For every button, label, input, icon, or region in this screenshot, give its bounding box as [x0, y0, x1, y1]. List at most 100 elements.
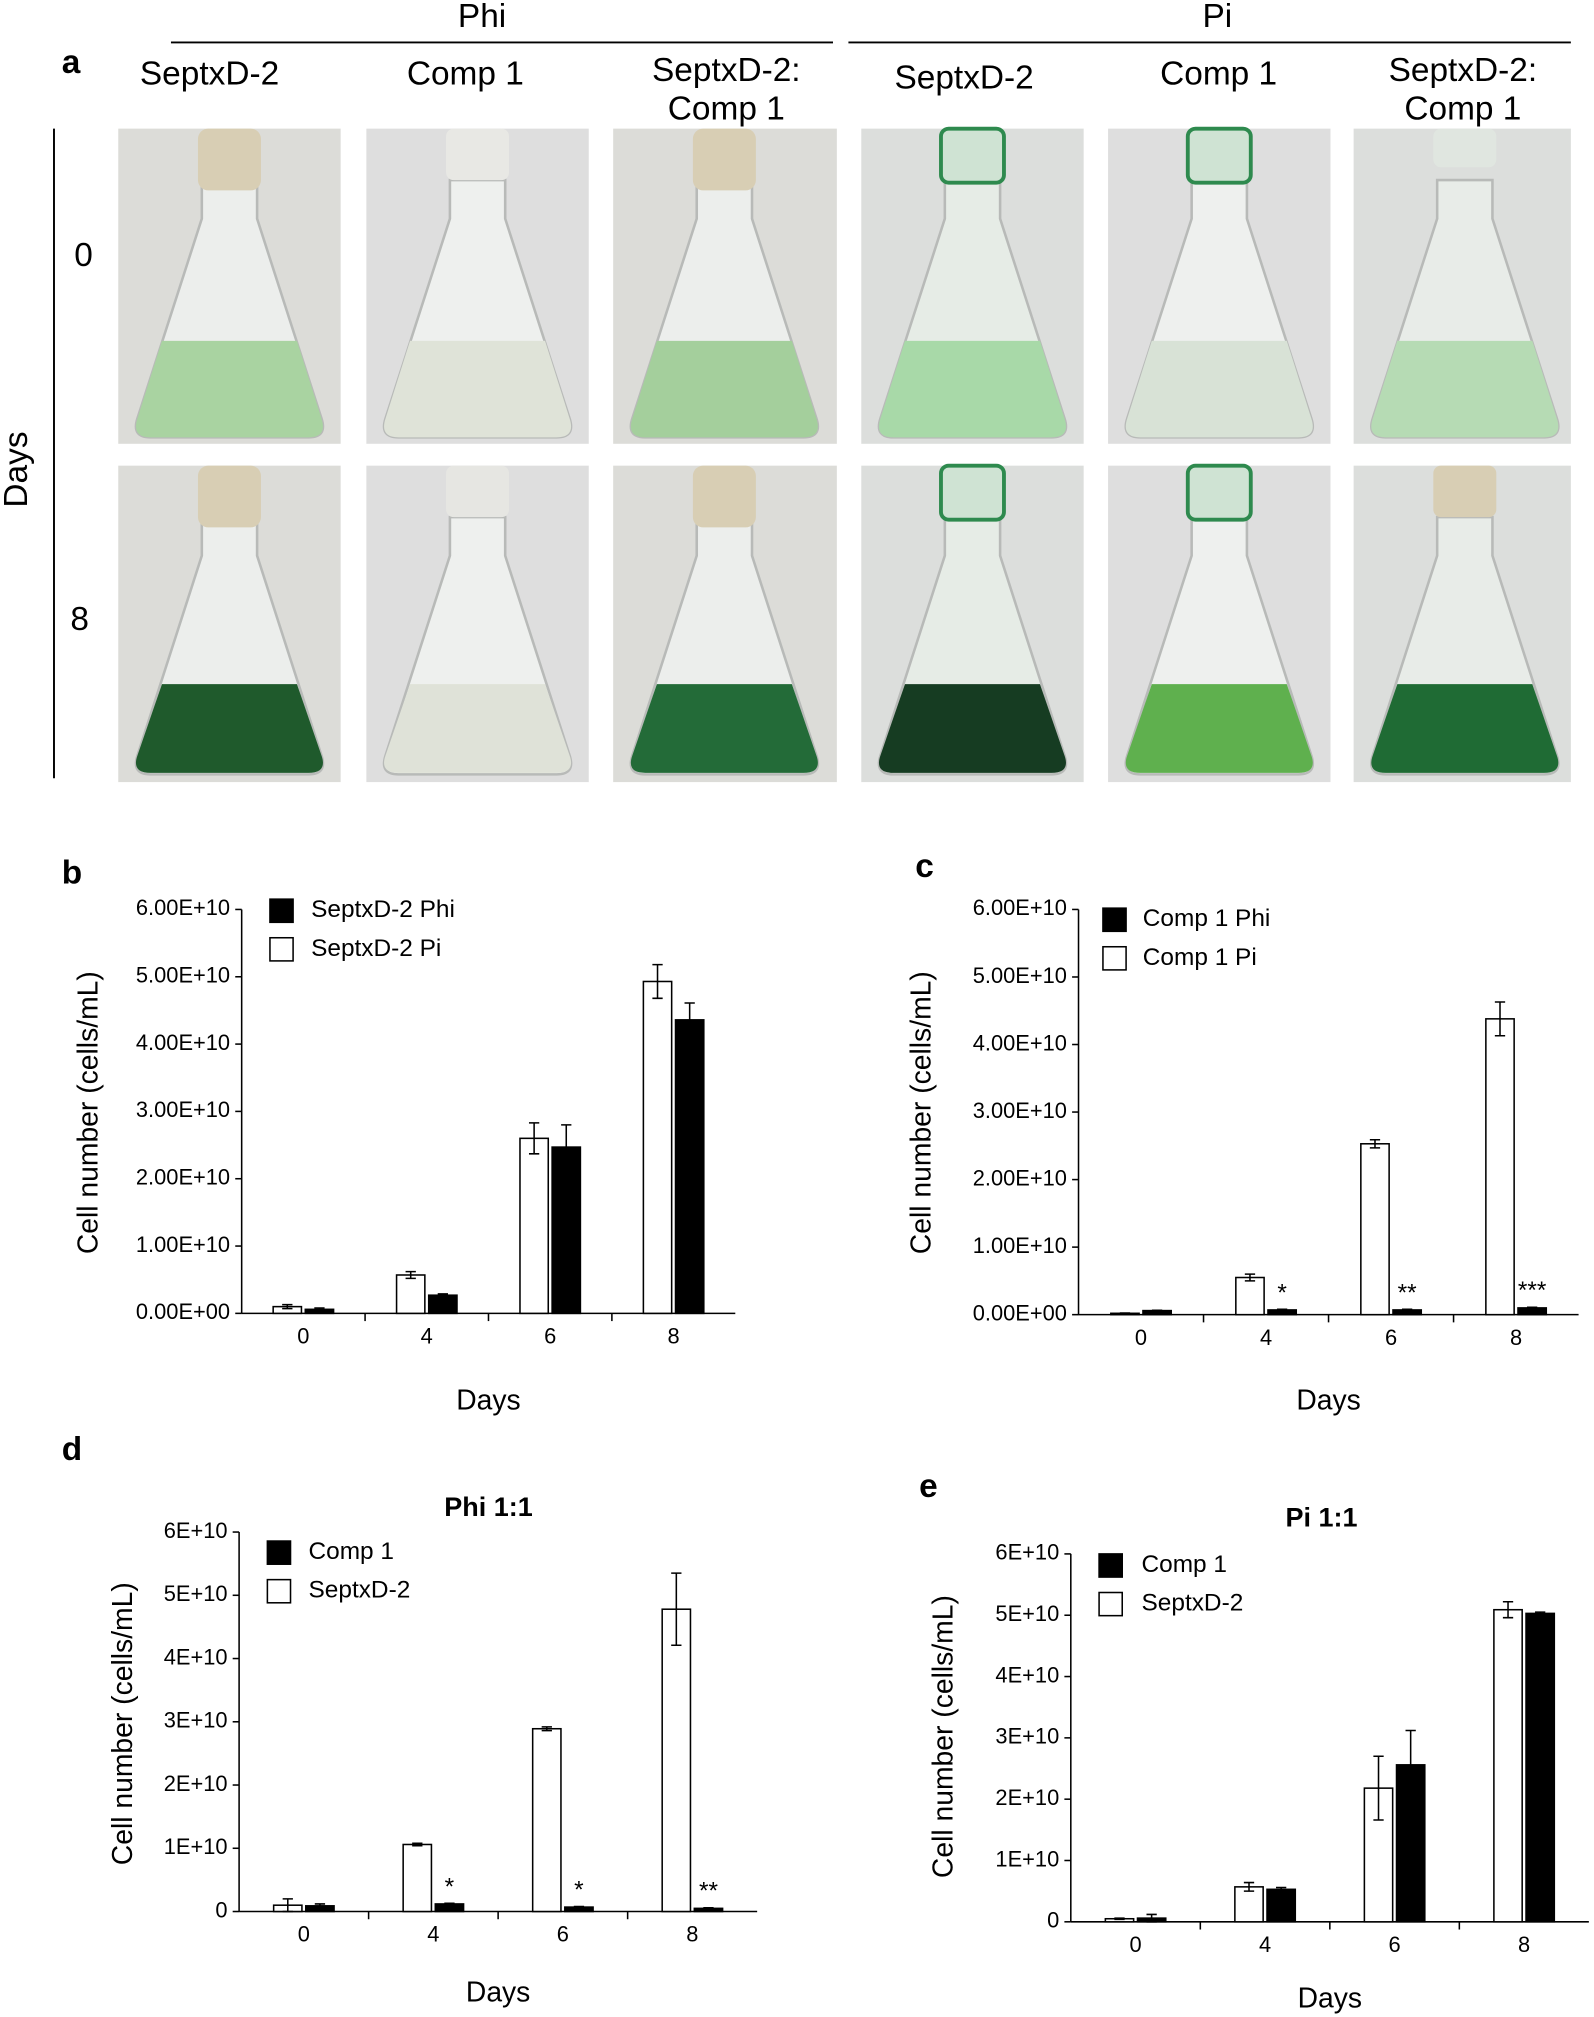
flask-photo — [1353, 128, 1571, 444]
x-tick-label: 6 — [1389, 1932, 1401, 1957]
legend-label: Comp 1 — [309, 1538, 394, 1565]
legend-swatch — [269, 936, 294, 962]
y-tick-label: 0 — [215, 1897, 227, 1922]
bar — [1485, 1018, 1515, 1316]
bar — [1525, 1612, 1556, 1923]
error-bar — [1405, 1729, 1416, 1800]
column-label: SeptxD-2 — [140, 56, 279, 93]
x-axis-title: Days — [456, 1384, 520, 1416]
y-tick-label: 5E+10 — [995, 1601, 1059, 1626]
panel-letter: d — [62, 1431, 82, 1468]
bar — [1360, 1143, 1390, 1316]
significance-mark: * — [574, 1876, 584, 1903]
chart-title: Phi 1:1 — [444, 1492, 533, 1522]
bar — [674, 1019, 705, 1315]
bar — [1266, 1888, 1297, 1923]
error-bar — [1151, 1309, 1163, 1312]
y-tick-label: 6E+10 — [164, 1518, 228, 1543]
panel-letter: c — [915, 848, 934, 885]
y-tick-label: 4.00E+10 — [973, 1030, 1067, 1055]
error-bar — [1494, 1001, 1506, 1037]
x-tick-label: 4 — [421, 1324, 433, 1349]
legend-swatch — [266, 1578, 292, 1604]
error-bar — [671, 1572, 682, 1647]
bar — [531, 1727, 562, 1913]
flask-photo — [1353, 465, 1571, 783]
y-tick-label: 3E+10 — [995, 1724, 1059, 1749]
x-tick-label: 0 — [1129, 1932, 1141, 1957]
legend-swatch — [1098, 1591, 1123, 1617]
y-axis-title: Cell number (cells/mL) — [71, 971, 103, 1254]
column-label: Comp 1 — [668, 90, 785, 127]
legend-label: Comp 1 — [1142, 1551, 1227, 1578]
y-tick-label: 2E+10 — [995, 1785, 1059, 1810]
column-label: SeptxD-2 — [894, 60, 1033, 97]
error-bar — [444, 1902, 455, 1906]
x-tick-label: 0 — [1135, 1325, 1147, 1350]
legend-swatch — [266, 1540, 292, 1565]
y-tick-label: 4.00E+10 — [136, 1030, 230, 1055]
error-bar — [1243, 1881, 1255, 1892]
row-label: 8 — [70, 601, 89, 638]
y-tick-label: 3E+10 — [164, 1708, 228, 1733]
y-tick-label: 4E+10 — [164, 1644, 228, 1669]
error-bar — [1114, 1917, 1125, 1921]
x-tick-label: 8 — [668, 1324, 680, 1349]
x-tick-label: 8 — [686, 1922, 698, 1947]
error-bar — [1502, 1600, 1514, 1619]
error-bar — [314, 1903, 326, 1909]
error-bar — [1119, 1312, 1131, 1315]
error-bar — [1146, 1913, 1157, 1923]
y-tick-label: 3.00E+10 — [136, 1097, 230, 1122]
bar — [551, 1146, 582, 1315]
x-axis-title: Days — [1296, 1384, 1360, 1416]
column-label: Comp 1 — [1160, 56, 1277, 93]
flask-photo — [861, 463, 1084, 783]
y-tick-label: 5E+10 — [164, 1581, 228, 1606]
y-tick-label: 3.00E+10 — [973, 1098, 1067, 1123]
y-tick-label: 1.00E+10 — [973, 1233, 1067, 1258]
error-bar — [1369, 1138, 1381, 1149]
flask-photo — [1108, 126, 1331, 444]
column-label: SeptxD-2: — [652, 52, 801, 89]
x-tick-label: 0 — [298, 1922, 310, 1947]
error-bar — [282, 1898, 293, 1913]
flask-photo — [118, 465, 341, 783]
flask-photo — [118, 128, 341, 444]
significance-mark: * — [1277, 1279, 1287, 1306]
panel-letter: e — [919, 1468, 938, 1505]
flask-photo — [861, 126, 1084, 444]
x-tick-label: 8 — [1518, 1932, 1530, 1957]
x-tick-label: 4 — [1259, 1932, 1271, 1957]
flask-photo — [613, 128, 837, 444]
y-tick-label: 1E+10 — [164, 1834, 228, 1859]
y-tick-label: 6.00E+10 — [973, 895, 1067, 920]
bar — [427, 1294, 458, 1315]
y-tick-label: 0 — [1047, 1908, 1059, 1933]
legend-label: SeptxD-2 Phi — [311, 896, 455, 923]
error-bar — [1527, 1306, 1538, 1310]
flask-photo — [1108, 463, 1331, 783]
group-label: Pi — [1202, 0, 1232, 35]
bar — [642, 980, 673, 1315]
significance-mark: ** — [1398, 1279, 1417, 1306]
y-tick-label: 0.00E+00 — [136, 1299, 230, 1324]
x-tick-label: 4 — [427, 1922, 439, 1947]
x-axis-title: Days — [466, 1975, 530, 2007]
chart-title: Pi 1:1 — [1285, 1502, 1357, 1532]
y-tick-label: 5.00E+10 — [136, 963, 230, 988]
legend-label: Comp 1 Pi — [1143, 944, 1257, 971]
panel-letter: a — [62, 44, 81, 81]
column-label: SeptxD-2: — [1389, 52, 1538, 89]
y-axis-title: Cell number (cells/mL) — [904, 971, 936, 1254]
bar — [1234, 1886, 1264, 1923]
legend-label: SeptxD-2 — [309, 1577, 411, 1604]
y-tick-label: 5.00E+10 — [973, 963, 1067, 988]
y-tick-label: 4E+10 — [995, 1662, 1059, 1687]
error-bar — [528, 1122, 540, 1155]
error-bar — [1535, 1611, 1546, 1616]
y-axis-title: Cell number (cells/mL) — [106, 1582, 138, 1865]
significance-mark: ** — [699, 1878, 718, 1905]
